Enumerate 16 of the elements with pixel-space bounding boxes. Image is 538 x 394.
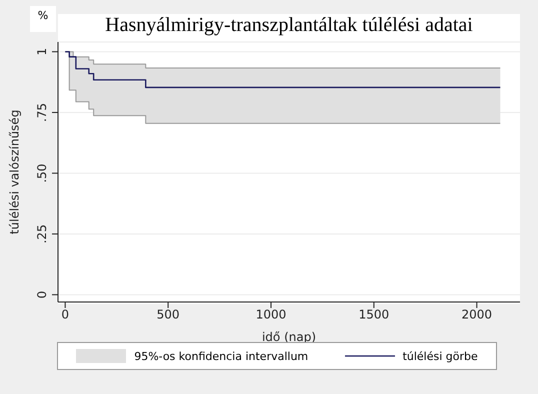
y-tick-label: .75 xyxy=(35,102,49,122)
x-tick-label: 2000 xyxy=(462,308,492,322)
x-tick-label: 1500 xyxy=(358,308,390,322)
legend-label: túlélési görbe xyxy=(402,350,478,362)
x-tick-label: 1000 xyxy=(256,308,286,322)
y-tick-label: .50 xyxy=(35,164,49,183)
y-tick-label: .25 xyxy=(35,224,49,244)
text: 95%-os konfidencia intervallum xyxy=(134,350,308,362)
x-tick-label: 0 xyxy=(61,308,70,322)
y-tick-label: 0 xyxy=(35,290,49,299)
chart-title: Hasnyálmirigy-transzplantáltak túlélési adatai xyxy=(104,14,474,37)
text: % xyxy=(30,6,56,32)
x-tick-label: 500 xyxy=(156,308,180,322)
y-tick-label: 1 xyxy=(35,48,49,56)
x-axis-title: idő (nap) xyxy=(262,330,316,344)
y-axis-title: túlélési valószínűség xyxy=(7,110,22,234)
